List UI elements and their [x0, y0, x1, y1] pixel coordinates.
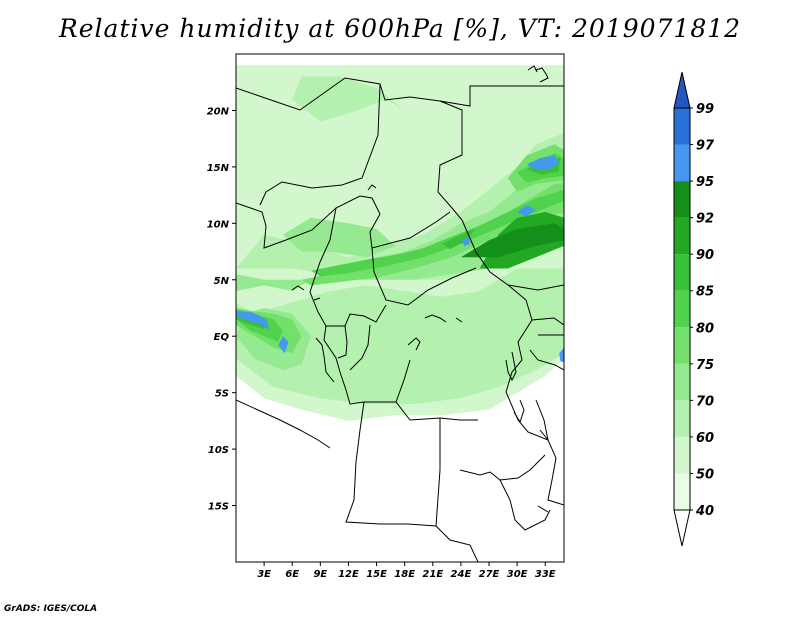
border-line: [323, 325, 478, 421]
humidity-contour-region: [311, 189, 564, 277]
lon-tick-label: 21E: [422, 569, 443, 580]
border-line: [337, 325, 348, 359]
colorbar-label: 97: [696, 139, 715, 154]
border-line: [236, 399, 331, 449]
colorbar-segment: [674, 108, 690, 145]
border-line: [309, 207, 337, 313]
border-line: [313, 297, 321, 301]
border-line: [371, 247, 477, 306]
colorbar-lower-triangle: [673, 509, 691, 547]
colorbar-label: 75: [696, 358, 714, 373]
country-borders: [236, 65, 564, 562]
lon-tick-label: 6E: [285, 569, 299, 580]
colorbar-label: 60: [696, 431, 714, 446]
humidity-contour-region: [442, 229, 475, 250]
border-line: [535, 399, 549, 441]
border-line: [499, 479, 551, 531]
colorbar-segment: [674, 327, 690, 364]
border-line: [407, 337, 421, 351]
colorbar-frame: [673, 107, 691, 511]
latitude-axis: 20N 15N 10N 5N EQ 5S 10S 15S: [207, 106, 236, 513]
colorbar-segment: [674, 144, 690, 182]
humidity-contour-region: [236, 268, 564, 404]
longitude-axis: 3E 6E 9E 12E 15E 18E 21E 24E 27E 30E 33E: [257, 562, 556, 580]
border-line: [367, 184, 377, 191]
border-line: [236, 77, 564, 111]
humidity-contour-region: [526, 155, 560, 170]
humidity-contour-region: [517, 205, 536, 217]
border-line: [513, 399, 525, 424]
colorbar-label: 70: [696, 394, 714, 409]
map-title: Relative humidity at 600hPa [%], VT: 201…: [58, 14, 742, 43]
humidity-contour-region: [292, 76, 405, 122]
lon-tick-label: 9E: [313, 569, 327, 580]
lon-tick-label: 15E: [366, 569, 387, 580]
border-line: [349, 324, 371, 371]
border-line: [505, 284, 564, 506]
lon-tick-label: 3E: [257, 569, 271, 580]
border-line: [537, 505, 549, 513]
colorbar-segment: [674, 363, 690, 401]
border-line: [437, 100, 564, 291]
lon-tick-label: 30E: [507, 569, 528, 580]
border-line: [459, 454, 546, 481]
lat-tick-label: 10S: [208, 445, 229, 456]
grads-credit: GrADS: IGES/COLA: [4, 604, 98, 614]
colorbar-label: 40: [695, 504, 714, 519]
lon-tick-label: 33E: [535, 569, 556, 580]
colorbar-label: 99: [696, 102, 714, 117]
border-line: [345, 401, 437, 527]
map-frame: [235, 53, 565, 563]
colorbar-segment: [674, 217, 690, 255]
colorbar-segment: [674, 254, 690, 291]
lon-tick-label: 18E: [394, 569, 415, 580]
border-line: [529, 349, 564, 371]
border-line: [527, 65, 538, 73]
humidity-contour-region: [460, 223, 564, 258]
colorbar-label: 90: [696, 248, 714, 263]
border-line: [259, 83, 381, 206]
border-line: [531, 317, 564, 326]
humidity-contour-region: [559, 347, 564, 363]
border-line: [535, 67, 549, 83]
border-line: [291, 285, 305, 291]
colorbar-upper-triangle: [673, 71, 691, 109]
humidity-contour-region: [278, 336, 289, 354]
colorbar-label: 50: [696, 467, 714, 482]
colorbar-segment: [674, 290, 690, 328]
humidity-field: [236, 65, 564, 421]
border-line: [424, 314, 447, 323]
border-line: [236, 195, 451, 249]
lat-tick-label: 15S: [208, 502, 229, 513]
colorbar-segment: [674, 400, 690, 437]
lat-tick-label: 5N: [214, 276, 230, 287]
colorbar-segment: [674, 436, 690, 474]
lat-tick-label: 10N: [207, 219, 230, 230]
colorbar-label: 95: [696, 175, 714, 190]
lat-tick-label: 5S: [215, 389, 229, 400]
lat-tick-label: 20N: [207, 106, 230, 117]
colorbar: 40 50 60 70 75 80 85 90 92 95 97 99: [673, 71, 715, 547]
lat-tick-label: 15N: [207, 163, 230, 174]
colorbar-label: 85: [696, 285, 714, 300]
humidity-contour-region: [236, 310, 270, 331]
border-line: [315, 337, 335, 383]
humidity-contour-region: [236, 155, 564, 292]
colorbar-segment: [674, 181, 690, 218]
colorbar-segment: [674, 473, 690, 510]
colorbar-label: 92: [696, 212, 714, 227]
colorbar-label: 80: [696, 321, 714, 336]
border-line: [435, 418, 479, 562]
lon-tick-label: 24E: [451, 569, 472, 580]
border-line: [505, 351, 517, 382]
lat-tick-label: EQ: [214, 332, 230, 343]
lon-tick-label: 12E: [338, 569, 359, 580]
lon-tick-label: 27E: [479, 569, 500, 580]
humidity-contour-region: [460, 236, 471, 246]
border-line: [395, 359, 411, 403]
humidity-contour-region: [282, 217, 396, 258]
border-line: [455, 317, 463, 323]
